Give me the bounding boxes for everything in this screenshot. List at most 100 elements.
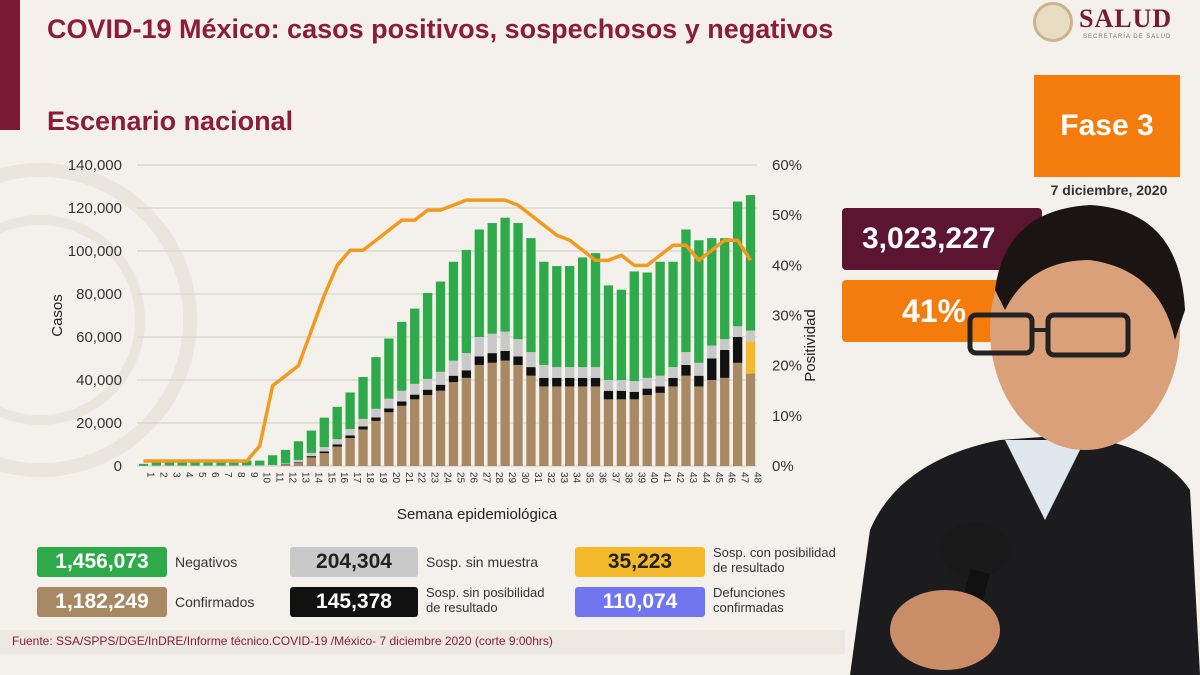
bar-segment [448, 375, 459, 383]
bar-segment [371, 417, 381, 421]
x-tick-label: 19 [377, 472, 388, 484]
bar-segment [397, 321, 407, 391]
bar-segment [629, 391, 639, 400]
bar-segment [577, 386, 588, 466]
bar-segment [487, 333, 497, 354]
bar-segment [332, 444, 342, 447]
y2-tick-label: 20% [772, 358, 802, 375]
bar-segment [306, 430, 317, 453]
bar-segment [319, 447, 329, 452]
x-tick-label: 18 [364, 472, 375, 484]
legend-sosp-sin-muestra-label: Sosp. sin muestra [426, 554, 539, 570]
bar-segment [280, 464, 291, 466]
bar-segment [397, 401, 407, 406]
bar-segment [526, 375, 536, 466]
x-tick-label: 17 [351, 472, 362, 484]
bar-segment [487, 223, 497, 334]
bar-segment [487, 353, 497, 363]
x-tick-label: 2 [157, 472, 168, 478]
bar-segment [552, 367, 562, 378]
bar-segment [732, 337, 743, 363]
x-tick-label: 42 [674, 472, 685, 484]
bar-segment [410, 308, 420, 384]
bar-segment [345, 429, 355, 436]
bar-segment [345, 435, 355, 439]
bar-segment [461, 353, 472, 371]
bar-segment [280, 449, 291, 464]
bar-segment [306, 452, 317, 457]
bar-segment [422, 389, 433, 396]
x-tick-label: 25 [454, 472, 465, 484]
bar-segment [306, 456, 317, 458]
legend-sosp-sin-posibilidad-value: 145,378 [290, 587, 418, 617]
bar-segment [203, 460, 213, 466]
bar-segment [371, 420, 381, 466]
bar-segment [552, 266, 562, 368]
bar-segment [474, 364, 484, 466]
x-tick-label: 35 [584, 472, 595, 484]
bar-segment [293, 441, 304, 460]
legend-sosp-con-posibilidad-label-line2: de resultado [713, 560, 785, 575]
legend-confirmados-label: Confirmados [175, 594, 255, 610]
logo-subtext: SECRETARÍA DE SALUD [1083, 34, 1172, 40]
x-tick-label: 24 [442, 472, 453, 484]
bar-segment [422, 292, 433, 379]
y2-axis-label: Positividad [802, 309, 819, 382]
legend-sosp-con-posibilidad-label: Sosp. con posibilidad de resultado [713, 545, 836, 575]
bar-segment [565, 377, 575, 387]
bar-segment [138, 463, 149, 466]
bar-segment [668, 261, 678, 368]
x-axis-label: Semana epidemiológica [397, 506, 558, 523]
bar-segment [229, 460, 239, 466]
legend-confirmados-value: 1,182,249 [37, 587, 167, 617]
y-axis-label: Casos [49, 294, 66, 337]
bar-segment [190, 460, 200, 466]
bar-segment [422, 378, 433, 390]
legend-defunciones-label: Defunciones confirmadas [713, 585, 785, 615]
legend-defunciones-label-line2: confirmadas [713, 600, 784, 615]
bar-segment [332, 446, 342, 466]
logo-text: SALUD [1079, 4, 1173, 33]
bar-segment [487, 362, 497, 466]
bar-segment [590, 377, 601, 387]
x-tick-label: 40 [648, 472, 659, 484]
bar-segment [539, 364, 549, 378]
bar-segment [293, 459, 304, 463]
bar-segment [410, 394, 420, 400]
bar-segment [590, 386, 601, 466]
bar-segment [616, 399, 627, 466]
bar-segment [552, 377, 562, 387]
bar-segment [616, 380, 627, 391]
bar-segment [655, 375, 665, 387]
legend-defunciones-label-line1: Defunciones [713, 585, 786, 600]
bar-segment [500, 350, 510, 361]
bar-segment [552, 386, 562, 466]
x-tick-label: 29 [506, 472, 517, 484]
bar-segment [332, 439, 342, 445]
bar-segment [565, 266, 575, 368]
bar-segment [526, 238, 536, 353]
legend-negativos-value: 1,456,073 [37, 547, 167, 577]
bar-segment [732, 201, 743, 327]
bar-segment [216, 460, 226, 466]
bar-segment [345, 392, 355, 430]
x-tick-label: 16 [338, 472, 349, 484]
bar-segment [655, 386, 665, 393]
y-tick-label: 120,000 [68, 200, 122, 217]
bar-segment [720, 349, 730, 378]
bar-segment [720, 339, 730, 350]
x-tick-label: 47 [739, 472, 750, 484]
x-tick-label: 6 [209, 472, 220, 478]
x-tick-label: 21 [403, 472, 414, 484]
x-tick-label: 14 [312, 472, 323, 484]
legend-sosp-con-posibilidad-value: 35,223 [575, 547, 705, 577]
salud-logo: SALUD SECRETARÍA DE SALUD [1033, 2, 1183, 48]
bar-segment [397, 390, 407, 402]
y2-tick-label: 0% [772, 458, 794, 475]
bar-segment [577, 257, 588, 368]
bar-segment [590, 367, 601, 378]
y-tick-label: 40,000 [76, 372, 122, 389]
bar-segment [603, 380, 614, 391]
bar-segment [565, 367, 575, 378]
bar-segment [694, 240, 704, 363]
